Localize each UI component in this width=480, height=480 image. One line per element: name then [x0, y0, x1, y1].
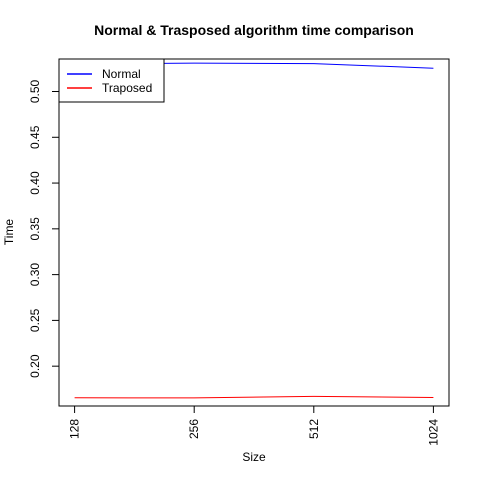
legend-box	[58, 58, 165, 103]
x-tick-label: 128	[68, 419, 82, 439]
legend-label-traposed: Traposed	[102, 81, 152, 95]
y-axis-label: Time	[2, 219, 16, 246]
y-tick-label: 0.30	[28, 263, 42, 287]
y-tick-label: 0.20	[28, 354, 42, 378]
legend-label-normal: Normal	[102, 67, 141, 81]
y-tick-label: 0.45	[28, 125, 42, 149]
y-tick-label: 0.25	[28, 308, 42, 332]
y-axis: 0.20 0.25 0.30 0.35 0.40 0.45 0.50	[28, 80, 60, 378]
chart-title: Normal & Trasposed algorithm time compar…	[94, 22, 414, 38]
series-line-traposed	[74, 395, 434, 399]
legend: Normal Traposed	[58, 58, 165, 103]
x-tick-label: 512	[307, 419, 321, 439]
x-tick-label: 256	[187, 419, 201, 439]
series-layer	[74, 62, 434, 399]
plot-frame	[58, 58, 450, 407]
y-tick-label: 0.50	[28, 80, 42, 104]
y-tick-label: 0.40	[28, 171, 42, 195]
x-tick-label: 1024	[426, 419, 440, 446]
y-tick-label: 0.35	[28, 217, 42, 241]
x-axis: 128 256 512 1024	[68, 405, 440, 446]
x-axis-label: Size	[242, 450, 266, 464]
